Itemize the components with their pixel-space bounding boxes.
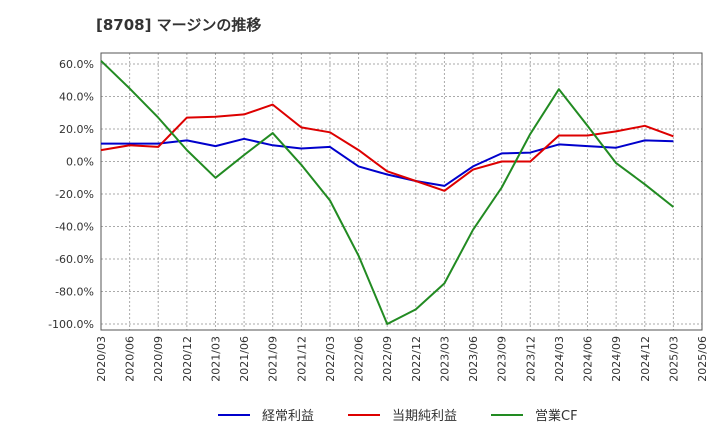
plot-area: [101, 53, 702, 330]
y-tick-label: -40.0%: [55, 221, 94, 234]
x-tick-label: 2021/06: [238, 336, 251, 382]
series-line-touki-junrieki: [100, 103, 674, 192]
y-tick-label: -60.0%: [55, 253, 94, 266]
x-tick-label: 2024/12: [639, 336, 652, 382]
y-tick-label: -80.0%: [55, 286, 94, 299]
y-tick-label: 60.0%: [59, 58, 94, 71]
y-tick-label: 0.0%: [66, 156, 94, 169]
legend-label-eigyo-cf: 営業CF: [535, 409, 578, 424]
x-tick-label: 2022/12: [410, 336, 423, 382]
x-tick-label: 2023/06: [467, 336, 480, 382]
x-tick-label: 2020/12: [181, 336, 194, 382]
x-tick-label: 2023/03: [438, 336, 451, 382]
legend-item-touki: 当期純利益: [348, 405, 457, 424]
legend-item-eigyo-cf: 営業CF: [491, 405, 578, 424]
series-line-eigyo-cf: [100, 60, 675, 325]
legend: 経常利益 当期純利益 営業CF: [0, 405, 720, 429]
x-tick-label: 2025/03: [667, 336, 680, 382]
x-tick-label: 2020/03: [95, 336, 108, 382]
x-tick-label: 2021/12: [295, 336, 308, 382]
x-tick-label: 2024/09: [610, 336, 623, 382]
x-tick-label: 2025/06: [696, 336, 709, 382]
y-tick-label: 20.0%: [59, 123, 94, 136]
legend-item-keijo: 経常利益: [218, 405, 314, 424]
y-tick-label: -100.0%: [48, 318, 94, 331]
chart-title: [8708] マージンの推移: [96, 16, 262, 34]
x-tick-label: 2021/09: [267, 336, 280, 382]
series-line-keijo-rieki: [101, 137, 674, 187]
x-tick-label: 2020/09: [152, 336, 165, 382]
x-tick-label: 2023/09: [496, 336, 509, 382]
legend-label-touki: 当期純利益: [392, 409, 458, 424]
legend-label-keijo: 経常利益: [262, 409, 315, 424]
legend-swatch-eigyo-cf: [491, 413, 523, 416]
x-tick-label: 2022/09: [381, 336, 394, 382]
x-tick-label: 2022/06: [353, 336, 366, 382]
x-tick-label: 2024/06: [582, 336, 595, 382]
legend-swatch-keijo: [218, 413, 250, 416]
x-tick-label: 2020/06: [124, 336, 137, 382]
x-tick-label: 2022/03: [324, 336, 337, 382]
legend-swatch-touki: [348, 413, 380, 416]
x-tick-label: 2024/03: [553, 336, 566, 382]
y-tick-label: -20.0%: [55, 188, 94, 201]
x-tick-label: 2021/03: [209, 336, 222, 382]
y-tick-label: 40.0%: [59, 91, 94, 104]
plot-frame: [100, 52, 703, 331]
x-tick-label: 2023/12: [524, 336, 537, 382]
